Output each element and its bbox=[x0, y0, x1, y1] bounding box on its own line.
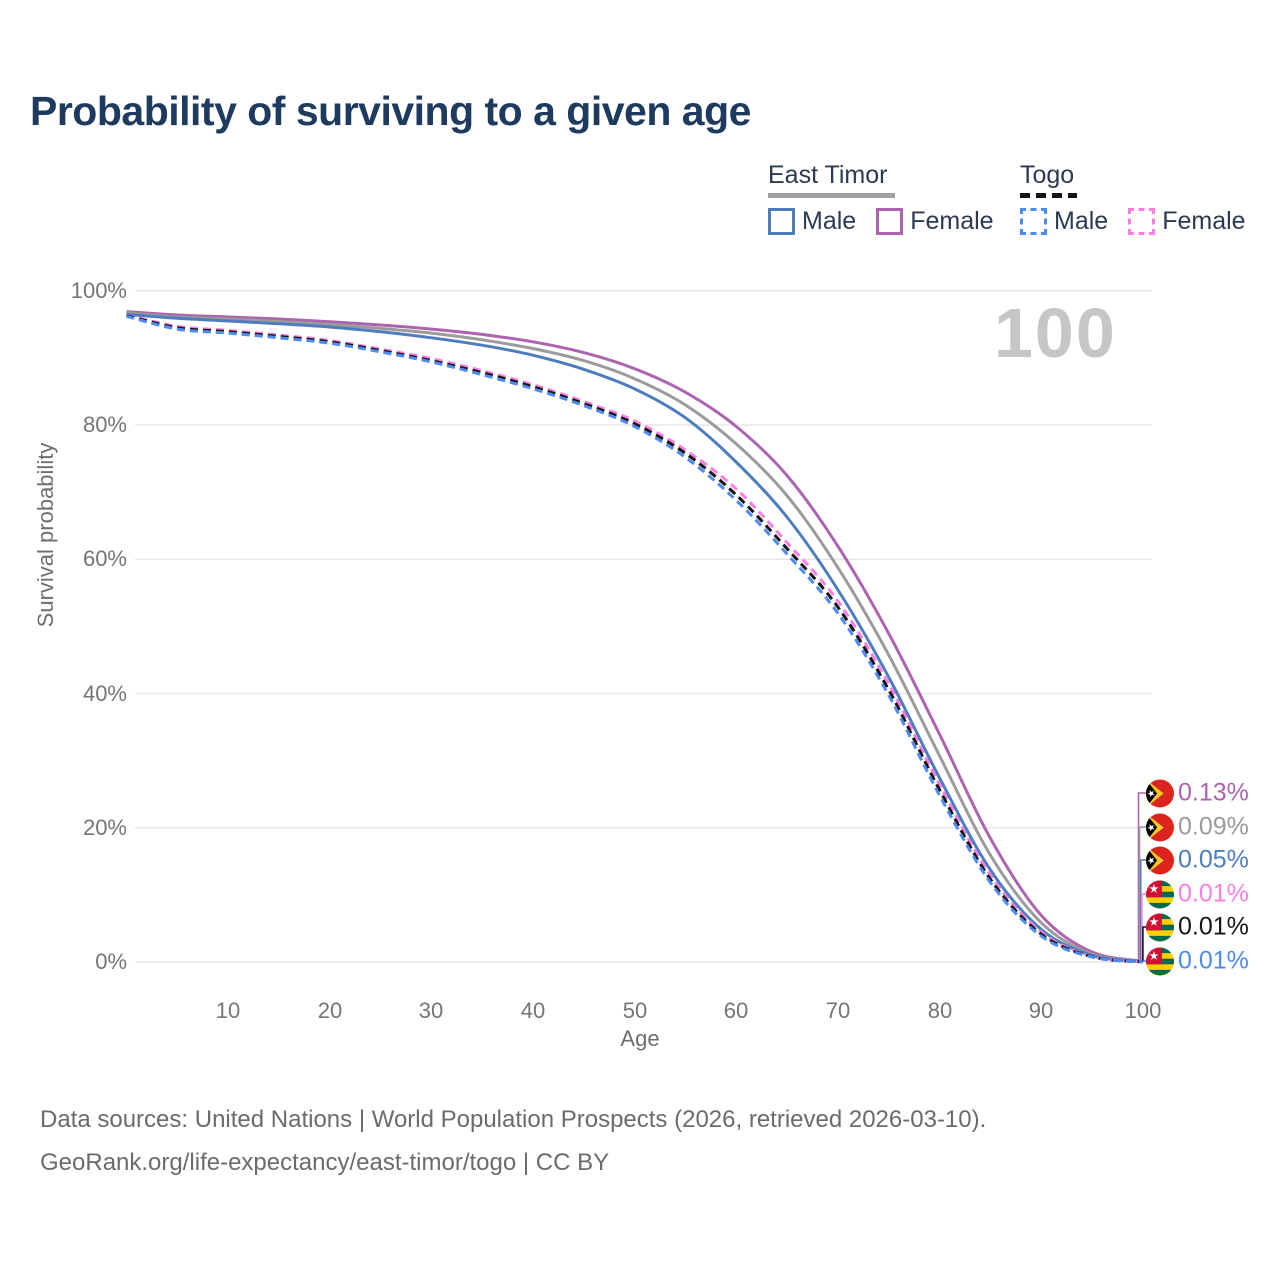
footer: Data sources: United Nations | World Pop… bbox=[40, 1106, 986, 1192]
end-label-connector-east-timor-female bbox=[1137, 792, 1146, 962]
x-tick: 30 bbox=[418, 998, 444, 1023]
x-axis-label: Age bbox=[620, 1026, 660, 1051]
legend-group-label-togo: Togo bbox=[1020, 161, 1075, 189]
x-tick: 80 bbox=[927, 998, 953, 1023]
age-hover-indicator: 100 bbox=[994, 294, 1117, 372]
end-value: 0.05% bbox=[1178, 845, 1249, 874]
y-tick: 80% bbox=[82, 412, 127, 437]
y-axis-label: Survival probability bbox=[33, 442, 58, 628]
data-sources-text: Data sources: United Nations | World Pop… bbox=[40, 1106, 987, 1133]
male-solid-swatch-icon bbox=[768, 207, 795, 235]
end-label-connector-togo-female bbox=[1141, 893, 1146, 962]
series-end-label-east-timor-male[interactable]: 0.05% bbox=[1146, 846, 1249, 875]
legend-item-label: Female bbox=[910, 206, 994, 235]
legend-item-label: Female bbox=[1162, 206, 1246, 235]
legend-item-east-timor-male[interactable]: Male bbox=[768, 207, 856, 236]
series-line-togo-female[interactable] bbox=[126, 313, 1143, 964]
togo-flag-icon bbox=[1146, 947, 1174, 975]
legend-group-togo: Togo Male Female bbox=[1020, 161, 1246, 236]
x-tick: 20 bbox=[317, 998, 343, 1023]
legend-item-togo-female[interactable]: Female bbox=[1128, 206, 1246, 236]
legend-group-label-east-timor: East Timor bbox=[768, 161, 888, 189]
legend-solid-line-sample bbox=[768, 192, 895, 198]
series-line-togo-both[interactable] bbox=[126, 314, 1143, 964]
x-tick: 60 bbox=[723, 998, 749, 1023]
y-tick: 60% bbox=[82, 546, 127, 571]
end-value: 0.01% bbox=[1178, 912, 1249, 941]
end-value: 0.01% bbox=[1178, 879, 1249, 908]
legend-item-togo-male[interactable]: Male bbox=[1020, 207, 1108, 236]
legend-dashed-line-sample bbox=[1020, 192, 1077, 198]
x-tick: 50 bbox=[622, 998, 648, 1023]
legend-item-east-timor-female[interactable]: Female bbox=[876, 206, 994, 236]
end-label-connector-east-timor-male bbox=[1139, 859, 1146, 962]
series-line-east-timor-male[interactable] bbox=[126, 312, 1143, 964]
legend-item-label: Male bbox=[1054, 206, 1109, 235]
series-end-label-east-timor-female[interactable]: 0.13% bbox=[1146, 779, 1249, 808]
end-value: 0.09% bbox=[1178, 812, 1249, 841]
series-end-label-togo-female[interactable]: 0.01% bbox=[1146, 880, 1249, 909]
legend-item-label: Male bbox=[802, 206, 857, 235]
east-timor-flag-icon bbox=[1146, 779, 1174, 807]
y-tick: 40% bbox=[82, 681, 127, 706]
y-tick: 100% bbox=[70, 278, 127, 303]
togo-flag-icon bbox=[1146, 880, 1174, 908]
female-solid-swatch-icon bbox=[876, 207, 904, 235]
female-dashed-swatch-icon bbox=[1128, 207, 1156, 235]
end-label-connector-togo-male bbox=[1143, 960, 1146, 962]
end-label-connector-east-timor-both bbox=[1138, 826, 1146, 962]
page-title: Probability of surviving to a given age bbox=[30, 88, 751, 134]
togo-flag-icon bbox=[1146, 913, 1174, 941]
end-value: 0.13% bbox=[1178, 778, 1249, 807]
x-tick: 100 bbox=[1124, 998, 1162, 1023]
east-timor-flag-icon bbox=[1146, 813, 1174, 841]
male-dashed-swatch-icon bbox=[1020, 207, 1047, 235]
x-tick: 10 bbox=[215, 998, 241, 1023]
east-timor-flag-icon bbox=[1146, 846, 1174, 874]
y-tick: 0% bbox=[95, 949, 127, 974]
x-tick: 90 bbox=[1028, 998, 1054, 1023]
series-line-east-timor-female[interactable] bbox=[126, 310, 1143, 963]
attribution-text: GeoRank.org/life-expectancy/east-timor/t… bbox=[40, 1149, 610, 1176]
series-line-east-timor-both[interactable] bbox=[126, 311, 1143, 963]
series-end-label-togo-male[interactable]: 0.01% bbox=[1146, 947, 1249, 976]
series-line-togo-male[interactable] bbox=[126, 314, 1143, 964]
end-label-connector-togo-both bbox=[1142, 926, 1146, 962]
series-end-label-togo-both[interactable]: 0.01% bbox=[1146, 913, 1249, 942]
x-tick: 40 bbox=[520, 998, 546, 1023]
legend-group-east-timor: East Timor Male Female bbox=[768, 161, 994, 236]
y-tick: 20% bbox=[82, 815, 127, 840]
end-value: 0.01% bbox=[1178, 946, 1249, 975]
series-end-label-east-timor-both[interactable]: 0.09% bbox=[1146, 813, 1249, 842]
x-tick: 70 bbox=[825, 998, 851, 1023]
